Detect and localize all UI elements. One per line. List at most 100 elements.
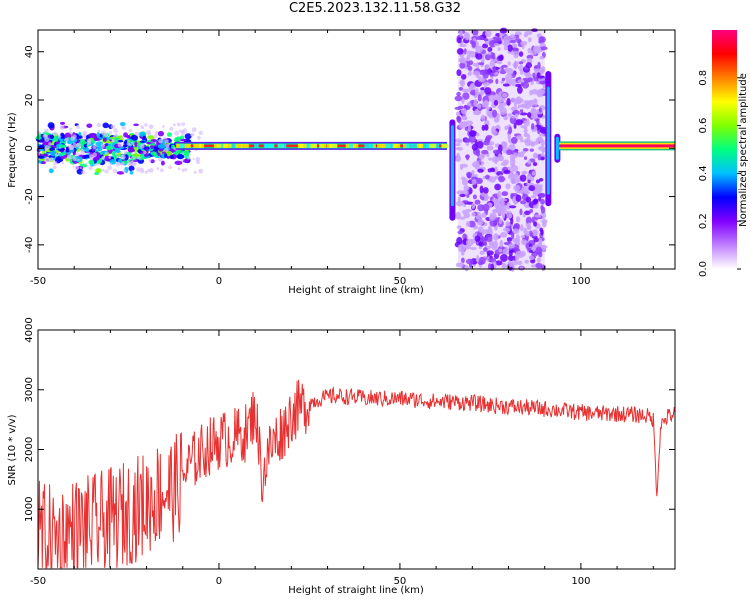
scatter-blob bbox=[483, 100, 489, 107]
scatter-blob bbox=[502, 227, 510, 232]
scatter-blob bbox=[468, 220, 476, 228]
colorbar-tick-label: 0.8 bbox=[698, 70, 709, 86]
noise-blob bbox=[150, 151, 157, 156]
spray-dot bbox=[129, 143, 132, 147]
band-mottle bbox=[418, 143, 423, 148]
noise-blob bbox=[94, 171, 99, 176]
scatter-blob bbox=[538, 185, 543, 192]
scatter-blob bbox=[456, 37, 462, 44]
band-mottle bbox=[369, 143, 375, 148]
scatter-blob bbox=[488, 176, 497, 183]
scatter-blob bbox=[466, 171, 472, 178]
scatter-blob bbox=[462, 209, 466, 215]
band-mottle bbox=[405, 143, 411, 148]
scatter-blob bbox=[480, 114, 486, 122]
spray-dot bbox=[181, 152, 185, 155]
noise-blob bbox=[116, 171, 125, 175]
noise-blob bbox=[130, 134, 138, 141]
spray-dot bbox=[80, 138, 83, 141]
spray-dot bbox=[121, 136, 125, 140]
scatter-blob bbox=[519, 68, 524, 75]
scatter-blob bbox=[461, 189, 469, 196]
spray-dot bbox=[131, 141, 134, 144]
scatter-blob bbox=[459, 261, 464, 268]
band-mottle bbox=[377, 143, 383, 148]
scatter-blob bbox=[523, 126, 528, 135]
scatter-blob bbox=[512, 62, 519, 69]
scatter-blob bbox=[525, 62, 533, 69]
chart-title: C2E5.2023.132.11.58.G32 bbox=[288, 1, 462, 16]
spray-dot bbox=[174, 130, 180, 136]
scatter-blob bbox=[505, 183, 511, 190]
scatter-blob bbox=[477, 204, 485, 212]
scatter-blob bbox=[457, 196, 461, 203]
scatter-blob bbox=[531, 141, 539, 145]
scatter-blob bbox=[511, 260, 518, 266]
scatter-blob bbox=[533, 98, 538, 103]
scatter-blob bbox=[491, 130, 498, 136]
spray-dot bbox=[75, 124, 81, 130]
scatter-blob bbox=[525, 72, 532, 79]
scatter-blob bbox=[515, 216, 521, 223]
scatter-blob bbox=[539, 46, 548, 51]
noise-blob bbox=[139, 140, 146, 144]
scatter-blob bbox=[507, 113, 512, 118]
scatter-blob bbox=[478, 241, 485, 247]
spray-dot bbox=[172, 123, 176, 127]
scatter-blob bbox=[509, 261, 513, 268]
scatter-blob bbox=[471, 29, 479, 36]
noise-blob bbox=[150, 143, 156, 146]
noise-blob bbox=[48, 168, 54, 174]
spray-dot bbox=[180, 159, 184, 162]
scatter-blob bbox=[538, 240, 543, 248]
band-mottle bbox=[364, 143, 371, 148]
scatter-blob bbox=[459, 57, 467, 64]
spray-dot bbox=[48, 142, 52, 146]
spray-dot bbox=[163, 136, 166, 140]
scatter-blob bbox=[532, 230, 538, 237]
spray-dot bbox=[72, 143, 78, 148]
spray-dot bbox=[104, 169, 109, 174]
scatter-blob bbox=[538, 251, 543, 258]
scatter-blob bbox=[496, 96, 501, 101]
scatter-blob bbox=[501, 77, 506, 82]
spray-dot bbox=[181, 122, 186, 127]
scatter-blob bbox=[519, 61, 524, 65]
spray-dot bbox=[44, 128, 49, 133]
scatter-blob bbox=[471, 169, 475, 176]
spray-dot bbox=[115, 152, 118, 156]
spray-dot bbox=[59, 125, 65, 131]
scatter-blob bbox=[510, 218, 514, 225]
noise-blob bbox=[53, 135, 59, 143]
scatter-blob bbox=[467, 124, 471, 132]
scatter-blob bbox=[501, 141, 508, 147]
scatter-blob bbox=[532, 76, 540, 82]
scatter-blob bbox=[501, 262, 507, 269]
spray-dot bbox=[173, 147, 177, 150]
scatter-blob bbox=[487, 46, 493, 52]
noise-blob bbox=[182, 159, 190, 163]
scatter-blob bbox=[462, 92, 470, 100]
spray-dot bbox=[116, 162, 120, 165]
noise-blob bbox=[92, 156, 100, 161]
scatter-blob bbox=[458, 86, 464, 91]
scatter-blob bbox=[460, 108, 467, 115]
scatter-blob bbox=[484, 106, 491, 110]
band-mottle bbox=[423, 143, 430, 148]
scatter-blob bbox=[468, 130, 477, 137]
band-mottle bbox=[348, 143, 353, 148]
colorbar-tick-label: 0.6 bbox=[698, 118, 709, 134]
band-mottle bbox=[193, 143, 202, 148]
spray-dot bbox=[154, 131, 159, 135]
spray-dot bbox=[156, 167, 160, 171]
y-tick-label: 1000 bbox=[24, 497, 35, 522]
scatter-blob bbox=[527, 47, 532, 54]
spray-dot bbox=[77, 158, 80, 162]
noise-blob bbox=[39, 148, 44, 152]
spray-dot bbox=[108, 130, 112, 135]
scatter-blob bbox=[461, 257, 465, 264]
spray-dot bbox=[80, 150, 85, 155]
snr-series-line bbox=[37, 379, 676, 569]
spray-dot bbox=[120, 163, 123, 166]
scatter-blob bbox=[482, 203, 490, 212]
